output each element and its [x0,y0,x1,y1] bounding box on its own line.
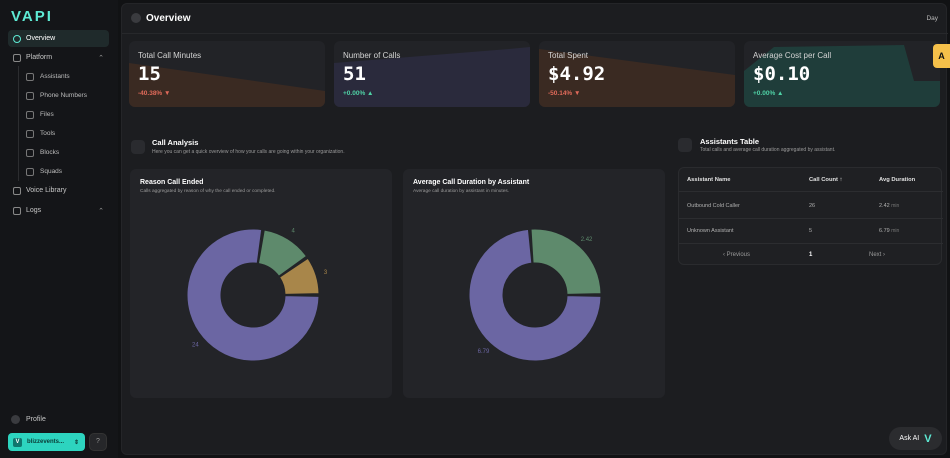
tools-icon [26,129,34,138]
stat-card-call-minutes: Total Call Minutes 15 -40.38% ▼ [129,41,325,107]
card-label: Average Cost per Call [753,51,832,60]
stat-card-avg-cost: Average Cost per Call $0.10 +0.00% ▲ [744,41,940,107]
divider [679,243,943,244]
help-button[interactable]: ? [89,433,107,451]
row-duration: 6.79 min [879,228,900,234]
card-label: Total Call Minutes [138,51,202,60]
slice-label: 4 [292,229,296,235]
nav-tools[interactable]: Tools [26,126,110,141]
blocks-icon [26,148,34,157]
row-count: 26 [809,203,816,209]
chart-subtitle: Average call duration by assistant in mi… [413,189,510,194]
previous-button[interactable]: ‹ Previous [723,252,751,258]
donut-slice[interactable] [468,228,602,362]
card-label: Number of Calls [343,51,401,60]
card-change: +0.00% ▲ [343,90,374,97]
card-trend-shape [744,45,940,107]
date-range-select[interactable]: Day [926,15,938,22]
row-duration: 2.42 min [879,203,900,209]
nav-squads[interactable]: Squads [26,164,110,179]
page-title: Overview [146,13,191,24]
col-assistant-name[interactable]: Assistant Name [687,177,731,183]
donut-slice[interactable] [186,228,320,362]
card-change: -50.14% ▼ [548,90,581,97]
slice-label: 6.79 [478,349,490,355]
card-value: $4.92 [548,63,606,85]
chevron-icon: ⇕ [73,439,79,446]
card-trend-shape [334,47,530,107]
nav-voice-library[interactable]: Voice Library [8,182,109,199]
donut-slice[interactable] [257,229,308,277]
card-value: $0.10 [753,63,811,85]
nav-profile[interactable]: Profile [11,415,46,424]
card-trend-shape [539,49,735,107]
table-icon [678,138,692,152]
expand-icon: ⌃ [98,54,104,62]
vapi-org-icon: V [13,437,22,447]
nav-logs[interactable]: Logs ⌃ [8,202,109,219]
nav-platform[interactable]: Platform ⌃ [8,49,109,66]
slice-label: 3 [324,270,328,276]
nav-phone-numbers[interactable]: Phone Numbers [26,88,110,103]
ask-ai-button[interactable]: Ask AI V [889,427,942,450]
card-trend-shape [129,63,325,107]
assistants-table-subtitle: Total calls and average call duration ag… [700,147,836,153]
main-panel: Overview Day Total Call Minutes 15 -40.3… [121,3,948,455]
reason-call-ended-panel: Reason Call Ended Calls aggregated by re… [130,169,392,398]
row-name: Outbound Cold Caller [687,203,740,209]
overview-title-icon [131,13,141,23]
row-name: Unknown Assistant [687,228,734,234]
phone-icon [131,140,145,154]
card-label: Total Spent [548,51,589,60]
nav-blocks[interactable]: Blocks [26,145,110,160]
card-change: -40.38% ▼ [138,90,171,97]
nav-overview[interactable]: Overview [8,30,109,47]
card-value: 15 [138,63,161,85]
next-button[interactable]: Next › [869,252,886,258]
tree-line [18,66,19,181]
call-analysis-title: Call Analysis [152,138,199,147]
vapi-logo: VAPI [11,8,53,25]
overview-icon [13,34,21,43]
squads-icon [26,167,34,176]
divider [679,218,943,219]
assistants-table: Assistant Name Call Count ↑ Avg Duration… [678,167,943,265]
file-icon [26,110,34,119]
nav-files[interactable]: Files [26,107,110,122]
sidebar: VAPI Overview Platform ⌃ Assistants Phone… [0,0,118,458]
donut-slice[interactable] [278,257,320,295]
platform-icon [13,53,21,62]
nav-assistants[interactable]: Assistants [26,69,110,84]
phone-icon [26,91,34,100]
vapi-icon: V [924,432,932,445]
avg-duration-panel: Average Call Duration by Assistant Avera… [403,169,665,398]
chart-title: Reason Call Ended [140,179,204,186]
divider [679,191,943,192]
stat-card-number-of-calls: Number of Calls 51 +0.00% ▲ [334,41,530,107]
assistants-table-title: Assistants Table [700,137,760,146]
slice-label: 24 [192,343,199,349]
side-tab-button[interactable]: A [933,44,950,68]
donut-slice[interactable] [530,228,602,295]
col-call-count[interactable]: Call Count ↑ [809,177,843,183]
assistants-icon [26,72,34,81]
profile-icon [11,415,20,424]
expand-icon: ⌃ [98,207,104,215]
card-value: 51 [343,63,366,85]
chart-subtitle: Calls aggregated by reason of why the ca… [140,189,276,194]
reason-donut-chart: 24 4 3 [186,228,328,362]
logs-icon [13,206,21,215]
row-count: 5 [809,228,813,234]
call-analysis-subtitle: Here you can get a quick overview of how… [152,149,345,155]
col-avg-duration[interactable]: Avg Duration [879,177,916,183]
slice-label: 2.42 [581,237,593,243]
duration-donut-chart: 6.79 2.42 [468,228,602,362]
voice-icon [13,186,21,195]
card-change: +0.00% ▲ [753,90,784,97]
page-number[interactable]: 1 [809,252,813,258]
stat-card-total-spent: Total Spent $4.92 -50.14% ▼ [539,41,735,107]
chart-title: Average Call Duration by Assistant [413,179,530,186]
top-bar: Overview Day [122,4,948,34]
